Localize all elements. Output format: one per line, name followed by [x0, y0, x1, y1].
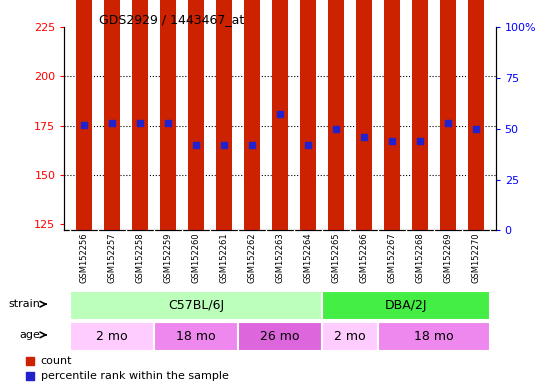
Text: percentile rank within the sample: percentile rank within the sample — [41, 371, 228, 381]
Bar — [132, 0, 148, 230]
Bar — [70, 291, 322, 320]
Text: GSM152267: GSM152267 — [388, 232, 396, 283]
Text: GSM152256: GSM152256 — [80, 232, 88, 283]
Bar — [272, 0, 288, 230]
Text: strain: strain — [8, 299, 40, 309]
Text: GSM152268: GSM152268 — [416, 232, 424, 283]
Point — [444, 119, 452, 126]
Text: 18 mo: 18 mo — [414, 330, 454, 343]
Text: GSM152263: GSM152263 — [276, 232, 284, 283]
Text: GSM152260: GSM152260 — [192, 232, 200, 283]
Text: 2 mo: 2 mo — [334, 330, 366, 343]
Text: C57BL/6J: C57BL/6J — [168, 299, 224, 312]
Point — [276, 111, 284, 118]
Point — [80, 121, 88, 127]
Text: count: count — [41, 356, 72, 366]
Point — [192, 142, 200, 148]
Bar — [356, 0, 372, 230]
Bar — [440, 0, 456, 230]
Text: GSM152269: GSM152269 — [444, 232, 452, 283]
Bar — [328, 0, 344, 230]
Text: GSM152259: GSM152259 — [164, 232, 172, 283]
Text: GSM152258: GSM152258 — [136, 232, 144, 283]
Point — [416, 138, 424, 144]
Bar — [412, 0, 428, 230]
Bar — [160, 0, 176, 230]
Point — [164, 119, 172, 126]
Point — [446, 156, 455, 162]
Text: GSM152264: GSM152264 — [304, 232, 312, 283]
Bar — [322, 291, 490, 320]
Point — [136, 119, 144, 126]
Bar — [154, 322, 238, 351]
Text: age: age — [19, 330, 40, 340]
Bar — [216, 0, 232, 230]
Bar — [70, 322, 154, 351]
Point — [388, 138, 396, 144]
Point — [108, 119, 116, 126]
Bar — [378, 322, 490, 351]
Point — [360, 134, 368, 140]
Bar — [322, 322, 378, 351]
Text: GSM152257: GSM152257 — [108, 232, 116, 283]
Bar — [238, 322, 322, 351]
Text: GSM152266: GSM152266 — [360, 232, 368, 283]
Bar — [468, 0, 484, 230]
Text: GSM152270: GSM152270 — [472, 232, 480, 283]
Bar — [300, 0, 316, 230]
Point — [472, 126, 480, 132]
Text: GSM152262: GSM152262 — [248, 232, 256, 283]
Bar — [188, 0, 204, 230]
Text: GSM152261: GSM152261 — [220, 232, 228, 283]
Text: GSM152265: GSM152265 — [332, 232, 340, 283]
Bar — [104, 0, 120, 230]
Point — [446, 293, 455, 299]
Point — [332, 126, 340, 132]
Point — [248, 142, 256, 148]
Bar — [244, 0, 260, 230]
Bar — [384, 0, 400, 230]
Text: 18 mo: 18 mo — [176, 330, 216, 343]
Point — [220, 142, 228, 148]
Text: DBA/2J: DBA/2J — [385, 299, 427, 312]
Text: 2 mo: 2 mo — [96, 330, 128, 343]
Text: 26 mo: 26 mo — [260, 330, 300, 343]
Point — [304, 142, 312, 148]
Text: GDS2929 / 1443467_at: GDS2929 / 1443467_at — [99, 13, 244, 26]
Bar — [76, 0, 92, 230]
